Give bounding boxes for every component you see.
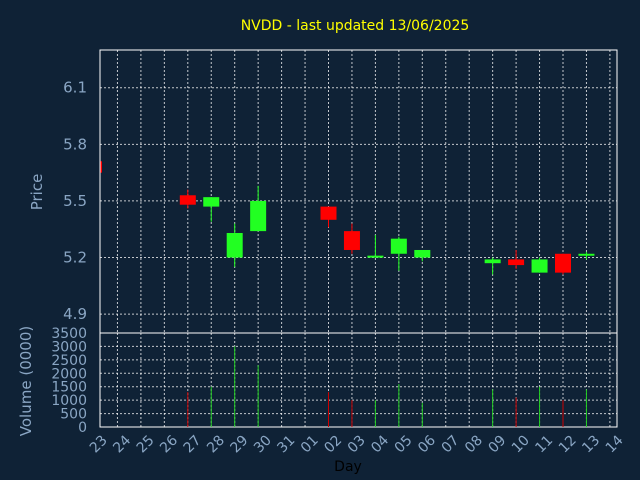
candle (203, 197, 220, 222)
candle-body (414, 249, 431, 258)
volume-tick-label: 1000 (51, 393, 87, 409)
candle (343, 223, 360, 254)
candle (414, 249, 431, 262)
candle-body (367, 255, 384, 258)
candle-body (100, 161, 102, 173)
volume-tick-label: 500 (60, 407, 87, 423)
price-axis-label: Price (28, 174, 46, 211)
candle (179, 189, 196, 209)
price-tick-label: 4.9 (63, 305, 87, 323)
candle (578, 251, 595, 260)
price-tick-label: 6.1 (63, 79, 87, 97)
candle-body (203, 197, 220, 207)
price-axis-ticks: 4.9 5.2 5.5 5.8 6.1 (63, 79, 87, 323)
volume-tick-label: 3500 (51, 326, 87, 342)
day-axis-label: Day (334, 459, 362, 475)
candle-body (484, 259, 501, 264)
candle (508, 249, 525, 269)
day-axis-ticks: 23 24 25 26 27 28 29 30 31 01 02 03 04 05 06 07 08 09 10 11… (87, 432, 627, 456)
candle (320, 206, 337, 228)
volume-axis-label: Volume (0000) (17, 326, 35, 436)
candle-body (390, 238, 407, 254)
candle (484, 257, 501, 275)
candle (226, 223, 243, 267)
candle (250, 185, 267, 232)
price-tick-label: 5.2 (63, 249, 87, 267)
volume-panel-frame (99, 332, 618, 428)
chart-title: NVDD - last updated 13/06/2025 (241, 18, 470, 34)
candle-body (531, 259, 548, 273)
candle (531, 257, 548, 273)
candle (390, 236, 407, 271)
candle-body (320, 206, 337, 220)
candles (100, 161, 595, 275)
candle-body (508, 259, 525, 266)
candle-body (578, 253, 595, 256)
volume-tick-label: 2500 (51, 353, 87, 369)
candle (367, 234, 384, 258)
volume-tick-label: 1500 (51, 380, 87, 396)
volume-tick-label: 0 (78, 420, 87, 436)
candle (555, 253, 571, 275)
volume-tick-label: 2000 (51, 366, 87, 382)
candle-body (250, 200, 267, 232)
price-tick-label: 5.5 (63, 192, 87, 210)
volume-bars (187, 346, 587, 427)
volume-tick-label: 3000 (51, 339, 87, 355)
price-tick-label: 5.8 (63, 135, 87, 153)
candle-body (555, 253, 571, 273)
candle-body (226, 233, 243, 258)
candle (100, 161, 102, 173)
candle-body (343, 231, 360, 250)
candle-body (179, 195, 196, 205)
